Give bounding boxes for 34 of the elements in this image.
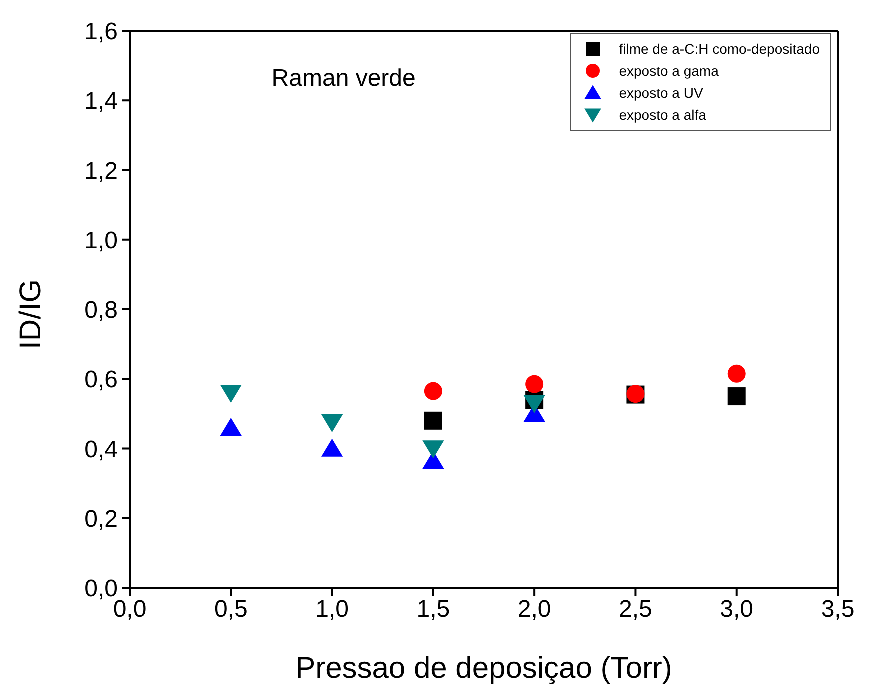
y-tick-label: 1,6 bbox=[84, 18, 118, 46]
x-axis-title: Pressao de deposiçao (Torr) bbox=[296, 652, 672, 685]
x-tick-label: 3,5 bbox=[821, 596, 855, 624]
y-tick-label: 0,8 bbox=[84, 297, 118, 324]
x-tick-label: 3,0 bbox=[720, 596, 754, 624]
y-tick-label: 0,4 bbox=[84, 436, 118, 464]
point bbox=[524, 395, 546, 414]
x-tick-label: 1,0 bbox=[316, 596, 349, 624]
y-tick-label: 0,2 bbox=[84, 506, 118, 533]
legend-label: filme de a-C:H como-depositado bbox=[619, 41, 820, 57]
x-tick-label: 2,5 bbox=[619, 596, 652, 624]
y-axis-title: ID/IG bbox=[14, 279, 48, 350]
annotation: Raman verde bbox=[272, 65, 416, 93]
point bbox=[321, 438, 344, 457]
legend-label: exposto a gama bbox=[619, 63, 719, 79]
x-tick-label: 0,0 bbox=[113, 596, 147, 624]
legend-label: exposto a UV bbox=[619, 85, 704, 101]
x-tick-label: 0,5 bbox=[214, 596, 248, 624]
point bbox=[321, 414, 344, 433]
point bbox=[220, 418, 242, 436]
x-tick-label: 2,0 bbox=[518, 596, 552, 624]
point bbox=[424, 412, 442, 430]
y-tick-label: 1,4 bbox=[84, 88, 118, 116]
y-tick-label: 1,2 bbox=[84, 158, 118, 185]
point bbox=[728, 388, 746, 406]
point bbox=[220, 384, 242, 403]
y-tick-label: 1,0 bbox=[84, 227, 118, 254]
y-tick-label: 0,6 bbox=[84, 366, 118, 394]
point bbox=[728, 364, 746, 383]
x-tick-label: 1,5 bbox=[416, 596, 450, 624]
point bbox=[422, 440, 444, 459]
point bbox=[526, 375, 544, 394]
point bbox=[424, 382, 442, 400]
legend-label: exposto a alfa bbox=[619, 107, 706, 123]
